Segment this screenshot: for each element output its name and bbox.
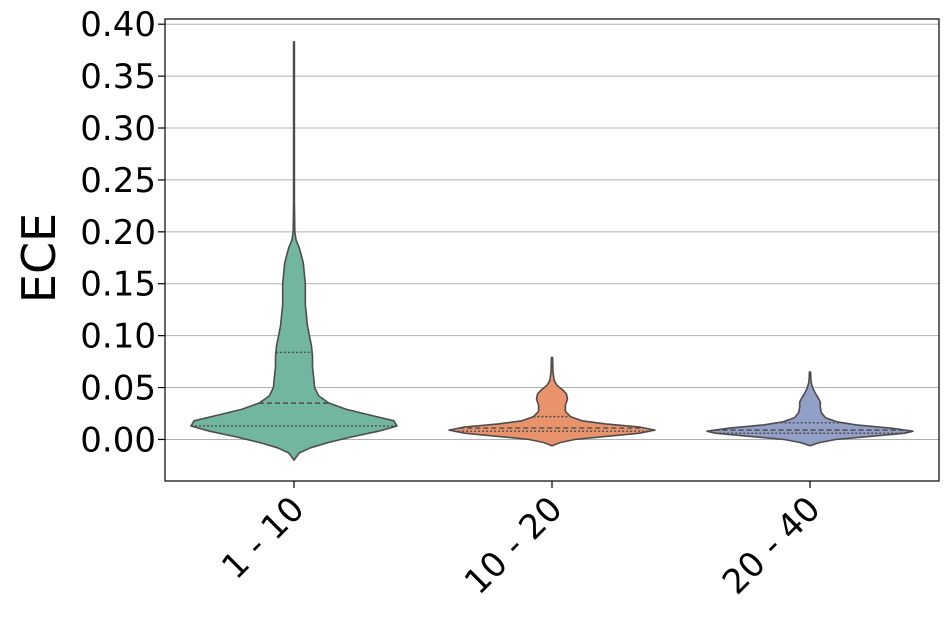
violin-body (706, 371, 914, 447)
y-tick-label: 0.35 (80, 57, 156, 97)
y-tick-label: 0.20 (80, 213, 156, 253)
x-tick-label: 10 - 20 (457, 489, 570, 602)
y-tick-label: 0.05 (80, 369, 156, 409)
x-tick-label: 1 - 10 (214, 489, 312, 587)
y-axis-title: ECE (12, 213, 66, 303)
y-tick-label: 0.10 (80, 317, 156, 357)
y-tick-label: 0.25 (80, 161, 156, 201)
violin-body (448, 356, 656, 447)
y-tick-label: 0.00 (80, 420, 156, 460)
x-axis: 1 - 10 10 - 20 20 - 40 (214, 481, 828, 603)
violin-body (190, 41, 398, 461)
y-tick-label: 0.30 (80, 109, 156, 149)
x-tick-label: 20 - 40 (715, 489, 828, 602)
y-tick-label: 0.15 (80, 265, 156, 305)
violins (190, 41, 914, 461)
y-axis: 0.00 0.05 0.10 0.15 0.20 0.25 0.30 0.35 0.40 (80, 5, 165, 460)
y-tick-label: 0.40 (80, 5, 156, 45)
